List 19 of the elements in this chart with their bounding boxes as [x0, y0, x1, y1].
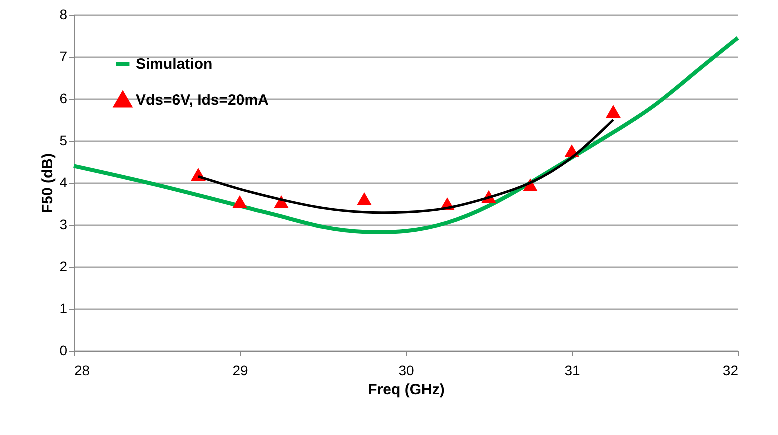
x-tick-label: 28 [74, 362, 90, 378]
legend-label: Vds=6V, Ids=20mA [136, 92, 270, 109]
y-tick-label: 3 [60, 216, 68, 232]
x-tick-label: 32 [722, 362, 739, 378]
y-tick-label: 7 [60, 48, 68, 64]
x-tick-label: 31 [564, 362, 580, 378]
y-tick-label: 0 [60, 342, 68, 358]
x-tick-label: 29 [232, 362, 248, 378]
x-axis-title: Freq (GHz) [368, 382, 445, 398]
y-tick-label: 2 [60, 258, 68, 274]
y-tick-label: 8 [60, 6, 68, 22]
y-tick-label: 1 [60, 300, 68, 316]
y-tick-label: 6 [60, 90, 68, 106]
x-tick-label: 30 [398, 362, 414, 378]
y-axis-title: F50 (dB) [40, 153, 57, 214]
y-tick-label: 4 [60, 174, 68, 190]
legend-label: Simulation [136, 56, 213, 73]
y-tick-label: 5 [60, 132, 68, 148]
line-series [72, 36, 740, 235]
